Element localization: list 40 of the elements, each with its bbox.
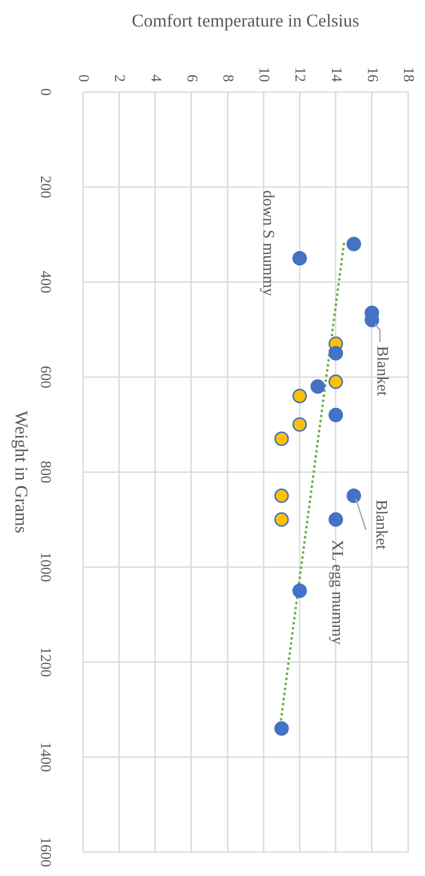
- annotation: XL egg mummy: [328, 540, 346, 645]
- point: [328, 346, 344, 360]
- point: [346, 236, 362, 252]
- y-tick-label: 400: [37, 270, 54, 294]
- point: [274, 432, 289, 446]
- x-tick-label: 6: [183, 74, 200, 82]
- annotation: Blanket: [372, 500, 390, 550]
- y-tick-label: 1400: [37, 742, 54, 772]
- y-tick-label: 600: [37, 366, 54, 388]
- point: [328, 374, 344, 389]
- x-tick-label: 2: [111, 74, 128, 82]
- point: [328, 512, 344, 527]
- x-tick-label: 16: [364, 67, 380, 82]
- annotation: Blanket: [374, 346, 391, 396]
- x-axis-title: Comfort temperature in Celsius: [132, 10, 360, 31]
- annotation: down S mummy: [259, 190, 276, 296]
- x-tick-label: 12: [292, 67, 308, 82]
- x-tick-label: 0: [75, 74, 92, 82]
- point: [292, 417, 307, 432]
- x-tick-label: 14: [328, 67, 344, 82]
- point: [292, 584, 307, 598]
- y-tick-label: 800: [37, 460, 54, 484]
- y-tick-label: 1600: [37, 837, 54, 867]
- y-axis-title: Weight in Grams: [11, 410, 32, 534]
- point: [328, 408, 344, 422]
- point: [274, 512, 289, 527]
- point: [274, 488, 289, 503]
- x-tick-label: 8: [220, 74, 236, 82]
- point: [274, 721, 289, 736]
- y-tick-label: 1000: [37, 552, 54, 582]
- point: [310, 379, 325, 394]
- x-tick-label: 18: [400, 67, 416, 82]
- point: [346, 488, 362, 503]
- y-tick-label: 200: [37, 176, 54, 198]
- y-tick-label: 1200: [37, 647, 54, 677]
- point: [292, 388, 307, 404]
- x-tick-label: 10: [256, 67, 272, 82]
- y-tick-label: 0: [37, 88, 54, 96]
- x-tick-label: 4: [147, 74, 164, 82]
- point: [292, 251, 307, 266]
